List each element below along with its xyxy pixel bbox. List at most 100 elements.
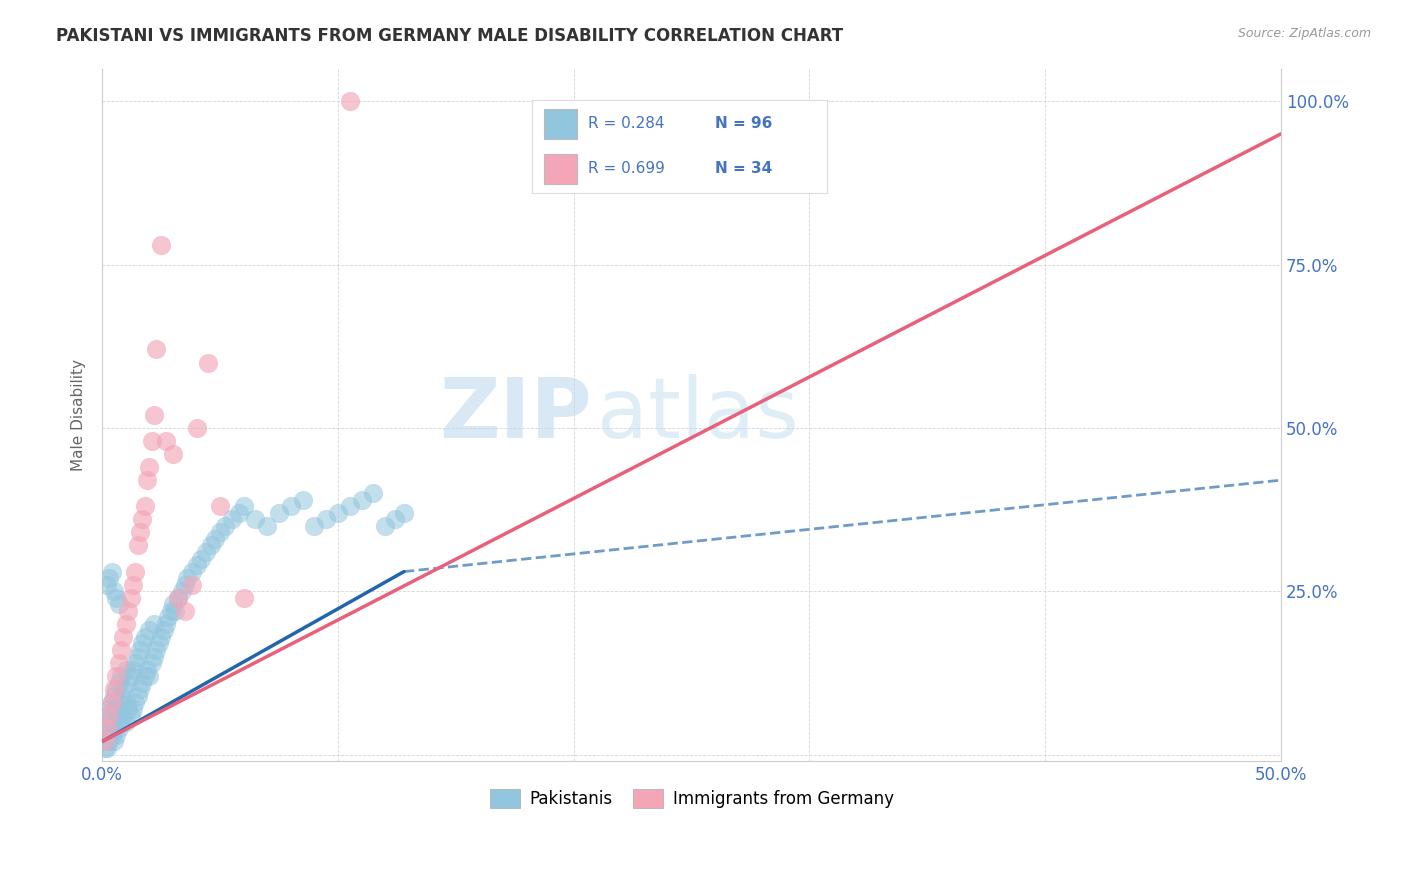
Point xyxy=(114,695,136,709)
Point xyxy=(98,571,121,585)
Text: ZIP: ZIP xyxy=(439,375,592,455)
Point xyxy=(136,473,159,487)
Point xyxy=(121,577,143,591)
Point xyxy=(103,734,125,748)
Point xyxy=(98,708,121,723)
Point xyxy=(256,519,278,533)
Point xyxy=(134,630,156,644)
Point xyxy=(157,610,180,624)
Point xyxy=(117,675,139,690)
Point xyxy=(124,565,146,579)
Point xyxy=(232,500,254,514)
Point xyxy=(143,408,166,422)
Text: Source: ZipAtlas.com: Source: ZipAtlas.com xyxy=(1237,27,1371,40)
Point xyxy=(100,695,122,709)
Point xyxy=(350,492,373,507)
Point xyxy=(209,525,232,540)
Point xyxy=(245,512,267,526)
Point xyxy=(112,708,135,723)
Point xyxy=(138,624,160,638)
Point xyxy=(200,539,222,553)
Point xyxy=(114,616,136,631)
Point xyxy=(267,506,290,520)
Point xyxy=(339,94,361,108)
Text: PAKISTANI VS IMMIGRANTS FROM GERMANY MALE DISABILITY CORRELATION CHART: PAKISTANI VS IMMIGRANTS FROM GERMANY MAL… xyxy=(56,27,844,45)
Point xyxy=(105,728,128,742)
Point xyxy=(100,728,122,742)
Point xyxy=(100,565,122,579)
Point xyxy=(232,591,254,605)
Y-axis label: Male Disability: Male Disability xyxy=(72,359,86,471)
Point xyxy=(363,486,385,500)
Point xyxy=(107,722,129,736)
Point xyxy=(103,689,125,703)
Point xyxy=(141,656,163,670)
Point xyxy=(374,519,396,533)
Point xyxy=(127,689,149,703)
Point xyxy=(186,558,208,572)
Point xyxy=(326,506,349,520)
Point xyxy=(96,577,118,591)
Point xyxy=(134,500,156,514)
Point xyxy=(96,722,118,736)
Point xyxy=(180,577,202,591)
Point xyxy=(145,643,167,657)
Point xyxy=(315,512,337,526)
Point xyxy=(131,675,153,690)
Point xyxy=(103,584,125,599)
Point xyxy=(117,604,139,618)
Point xyxy=(291,492,314,507)
Point xyxy=(384,512,406,526)
Point xyxy=(221,512,243,526)
Point xyxy=(152,624,174,638)
Point xyxy=(121,702,143,716)
Point xyxy=(162,597,184,611)
Legend: Pakistanis, Immigrants from Germany: Pakistanis, Immigrants from Germany xyxy=(482,782,900,815)
Point xyxy=(148,636,170,650)
Point xyxy=(304,519,326,533)
Point xyxy=(105,708,128,723)
Point xyxy=(166,591,188,605)
Point xyxy=(120,591,142,605)
Point xyxy=(110,643,132,657)
Point xyxy=(159,604,181,618)
Point xyxy=(176,571,198,585)
Point xyxy=(121,663,143,677)
Point xyxy=(138,669,160,683)
Point xyxy=(112,682,135,697)
Point xyxy=(190,551,212,566)
Text: atlas: atlas xyxy=(598,375,799,455)
Point xyxy=(114,714,136,729)
Point xyxy=(93,734,115,748)
Point xyxy=(112,630,135,644)
Point xyxy=(392,506,415,520)
Point xyxy=(136,663,159,677)
Point xyxy=(110,669,132,683)
Point xyxy=(105,591,128,605)
Point xyxy=(114,663,136,677)
Point xyxy=(103,702,125,716)
Point xyxy=(129,682,152,697)
Point xyxy=(204,532,226,546)
Point xyxy=(141,434,163,448)
Point xyxy=(103,722,125,736)
Point xyxy=(98,714,121,729)
Point xyxy=(100,695,122,709)
Point xyxy=(339,500,361,514)
Point xyxy=(280,500,302,514)
Point xyxy=(194,545,217,559)
Point xyxy=(172,584,194,599)
Point xyxy=(98,734,121,748)
Point xyxy=(138,460,160,475)
Point xyxy=(120,669,142,683)
Point xyxy=(150,238,173,252)
Point xyxy=(107,675,129,690)
Point xyxy=(107,695,129,709)
Point xyxy=(93,734,115,748)
Point xyxy=(98,702,121,716)
Point xyxy=(96,741,118,756)
Point xyxy=(186,421,208,435)
Point xyxy=(209,500,232,514)
Point xyxy=(103,682,125,697)
Point xyxy=(93,741,115,756)
